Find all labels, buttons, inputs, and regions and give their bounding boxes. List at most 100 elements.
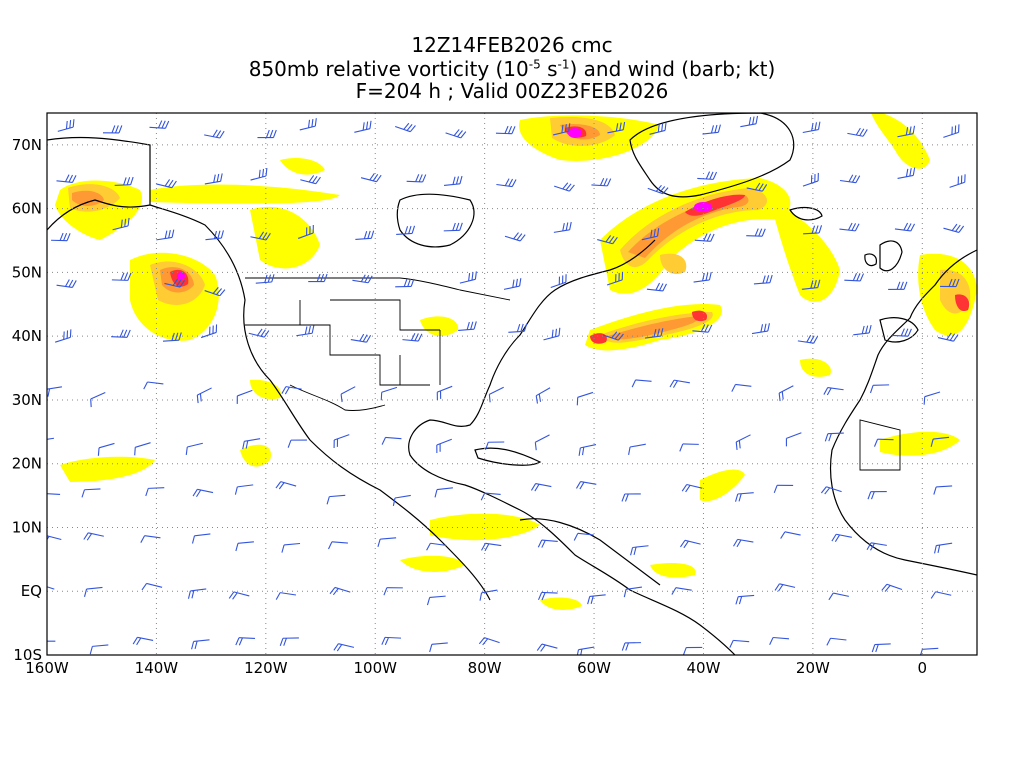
wind-barb — [488, 386, 504, 403]
wind-barb — [631, 379, 652, 388]
wind-barb — [621, 642, 641, 651]
wind-barb — [299, 118, 317, 131]
wind-barb — [89, 644, 109, 655]
wind-barb — [937, 332, 959, 342]
wind-barb — [443, 222, 463, 232]
wind-barb — [235, 541, 254, 552]
longitude-label: 40W — [687, 659, 721, 677]
wind-barb — [621, 493, 641, 502]
wind-barb — [458, 321, 477, 332]
wind-barb — [287, 439, 307, 448]
wind-barb — [236, 389, 253, 404]
wind-barb — [377, 537, 397, 547]
wind-barb — [940, 278, 960, 288]
wind-barb — [257, 129, 277, 139]
wind-barb — [297, 224, 314, 239]
wind-barb — [597, 235, 618, 245]
wind-barb — [697, 171, 718, 180]
wind-barb — [191, 533, 211, 544]
wind-barb — [328, 541, 348, 550]
wind-barb — [205, 230, 224, 241]
wind-barb — [694, 233, 715, 242]
wind-barb — [281, 386, 302, 395]
wind-barb — [326, 494, 346, 505]
wind-barb — [552, 123, 571, 136]
wind-barb — [575, 481, 597, 490]
wind-barb — [47, 586, 55, 590]
wind-barb — [459, 271, 477, 284]
wind-barb — [628, 443, 646, 455]
wind-barb — [503, 278, 522, 290]
wind-barb — [844, 273, 865, 282]
wind-barb — [402, 332, 423, 342]
wind-barb — [156, 179, 177, 189]
wind-barb — [445, 129, 467, 139]
wind-barb — [275, 592, 297, 600]
wind-barb — [329, 586, 351, 596]
wind-barb — [920, 647, 939, 655]
wind-barb — [645, 328, 664, 339]
wind-barb — [828, 592, 849, 601]
wind-barb — [630, 545, 649, 556]
wind-barb — [360, 173, 382, 183]
wind-barb — [443, 175, 463, 186]
title-line-3: F=204 h ; Valid 00Z23FEB2026 — [355, 79, 669, 103]
wind-barb — [354, 120, 372, 133]
wind-barb — [381, 636, 402, 646]
wind-barb — [647, 184, 669, 195]
wind-barb — [930, 591, 952, 599]
wind-barb — [250, 231, 271, 241]
wind-barb — [250, 167, 268, 181]
wind-barb — [436, 438, 452, 453]
title-line-2: 850mb relative vorticity (10-5 s-1) and … — [0, 58, 1024, 80]
wind-barbs — [47, 115, 966, 655]
wind-barb — [255, 274, 275, 284]
wind-barb — [47, 535, 62, 541]
wind-barb — [801, 279, 821, 290]
wind-barb — [682, 646, 703, 655]
wind-barb — [894, 222, 916, 232]
wind-barb — [866, 542, 887, 551]
wind-barb — [740, 115, 759, 128]
wind-barb — [340, 386, 356, 403]
wind-barb — [853, 325, 872, 336]
wind-barb — [83, 532, 104, 541]
wind-barb — [51, 232, 71, 242]
wind-barb — [797, 334, 819, 344]
wind-barb — [576, 646, 595, 655]
graticule — [47, 113, 977, 655]
wind-barb — [943, 124, 960, 138]
wind-barb — [300, 175, 321, 185]
wind-barb — [111, 272, 132, 281]
wind-barb — [504, 232, 526, 242]
wind-barb — [888, 281, 908, 291]
wind-barb — [83, 586, 103, 597]
wind-barb — [746, 228, 766, 237]
wind-barb — [429, 642, 448, 653]
wind-barb — [778, 385, 794, 402]
wind-barb — [731, 383, 752, 392]
wind-barb — [930, 436, 950, 447]
wind-barb — [780, 531, 801, 539]
wind-barb — [820, 486, 842, 495]
wind-barb — [383, 587, 403, 596]
wind-barb — [871, 643, 891, 653]
wind-barb — [943, 223, 965, 233]
wind-barb — [235, 637, 255, 646]
wind-barb — [114, 176, 134, 186]
wind-barb — [90, 391, 106, 408]
wind-barb — [111, 329, 131, 338]
wind-barb — [56, 174, 77, 184]
wind-barb — [436, 385, 453, 401]
wind-barb — [573, 532, 594, 541]
wind-barb — [242, 438, 261, 450]
longitude-label: 60W — [577, 659, 611, 677]
wind-barb — [869, 384, 890, 394]
wind-barb — [553, 221, 572, 233]
wind-barb — [97, 442, 115, 456]
wind-barb — [649, 122, 667, 135]
wind-barb — [185, 442, 203, 456]
wind-barb — [607, 121, 626, 134]
wind-barb — [187, 588, 207, 599]
